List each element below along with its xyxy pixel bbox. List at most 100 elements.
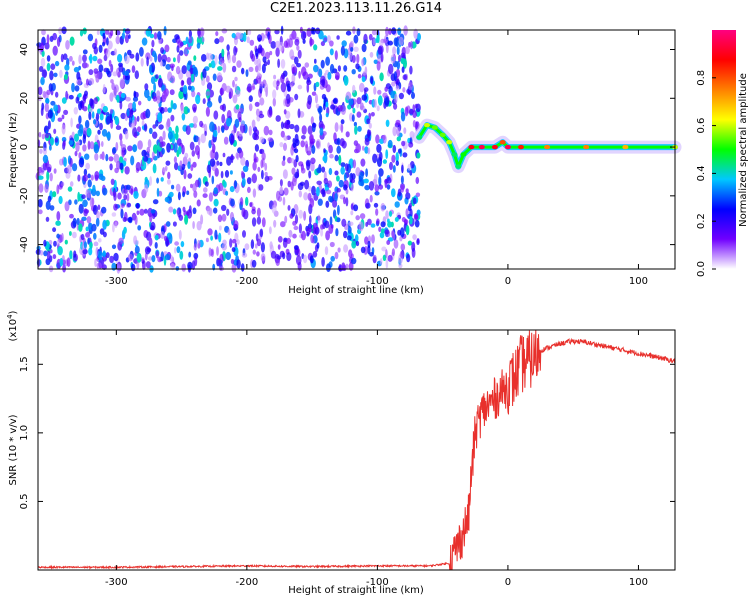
noise-speckle <box>280 221 286 228</box>
noise-speckle <box>181 263 186 272</box>
noise-speckle <box>361 58 365 67</box>
noise-speckle <box>306 227 311 236</box>
noise-speckle <box>295 154 299 163</box>
noise-speckle <box>396 136 401 142</box>
noise-speckle <box>105 115 111 125</box>
noise-speckle <box>157 112 163 123</box>
noise-speckle <box>268 34 272 45</box>
noise-speckle <box>259 97 265 106</box>
noise-speckle <box>213 110 219 120</box>
noise-speckle <box>405 192 411 200</box>
noise-speckle <box>327 71 332 80</box>
noise-speckle <box>352 84 356 94</box>
noise-speckle <box>312 222 318 230</box>
noise-speckle <box>355 240 360 247</box>
noise-speckle <box>315 93 318 104</box>
noise-speckle <box>379 231 385 239</box>
noise-speckle <box>112 147 117 154</box>
noise-speckle <box>75 96 80 104</box>
noise-speckle <box>251 217 257 227</box>
noise-speckle <box>62 53 68 60</box>
noise-speckle <box>61 181 65 187</box>
noise-speckle <box>123 188 128 194</box>
noise-speckle <box>105 153 109 162</box>
spectrogram-x-label: Height of straight line (km) <box>288 285 424 296</box>
noise-speckle <box>121 149 125 158</box>
noise-speckle <box>170 75 176 84</box>
spectrogram-y-label: Frequency (Hz) <box>8 112 19 188</box>
noise-speckle <box>78 203 84 214</box>
noise-speckle <box>180 241 185 248</box>
noise-speckle <box>208 247 212 258</box>
noise-speckle <box>120 208 124 219</box>
noise-speckle <box>138 100 142 106</box>
noise-speckle <box>364 236 369 245</box>
noise-speckle <box>46 62 51 72</box>
noise-speckle <box>264 171 268 177</box>
colorbar-ticks: 0.0 0.2 0.4 0.6 0.8 <box>696 70 716 277</box>
noise-speckle <box>87 140 91 150</box>
spectrogram-x-axis: -300 -200 -100 0 100 <box>105 30 648 287</box>
noise-speckle <box>192 115 198 124</box>
noise-speckle <box>265 51 270 60</box>
x-tick-label: 0 <box>505 276 511 287</box>
noise-speckle <box>263 82 269 93</box>
noise-speckle <box>312 251 318 258</box>
noise-speckle <box>226 208 230 216</box>
noise-speckle <box>405 225 410 236</box>
noise-speckle <box>82 134 87 144</box>
noise-speckle <box>200 133 206 144</box>
noise-speckle <box>237 32 243 40</box>
noise-speckle <box>283 109 287 115</box>
noise-speckle <box>336 137 341 146</box>
noise-speckle <box>282 169 288 180</box>
noise-speckle <box>109 163 113 171</box>
noise-speckle <box>153 82 157 93</box>
noise-speckle <box>169 89 175 96</box>
noise-speckle <box>283 98 287 107</box>
noise-speckle <box>279 187 284 195</box>
noise-speckle <box>241 177 246 187</box>
noise-speckle <box>259 228 264 238</box>
noise-speckle <box>38 175 44 180</box>
noise-speckle <box>58 27 63 35</box>
noise-speckle <box>173 142 178 153</box>
noise-speckle <box>49 70 54 81</box>
noise-speckle <box>238 149 244 159</box>
noise-speckle <box>224 170 230 178</box>
noise-speckle <box>309 255 314 264</box>
noise-speckle <box>345 263 349 269</box>
noise-speckle <box>293 245 299 250</box>
noise-speckle <box>101 151 105 161</box>
noise-speckle <box>166 142 171 153</box>
noise-speckle <box>214 54 218 65</box>
noise-speckle <box>202 193 208 199</box>
noise-speckle <box>391 188 396 198</box>
noise-speckle <box>385 258 389 269</box>
noise-speckle <box>251 259 257 268</box>
noise-speckle <box>254 101 260 107</box>
noise-speckle <box>306 82 310 93</box>
noise-speckle <box>205 75 210 83</box>
noise-speckle <box>297 108 301 119</box>
noise-speckle <box>400 175 404 184</box>
noise-speckle <box>56 211 61 221</box>
noise-speckle <box>348 98 354 106</box>
noise-speckle <box>88 69 94 76</box>
noise-speckle <box>267 108 273 118</box>
noise-speckle <box>69 36 75 46</box>
noise-speckle <box>306 77 311 83</box>
noise-speckle <box>202 68 207 79</box>
noise-speckle <box>231 247 236 253</box>
noise-speckle <box>289 123 295 130</box>
noise-speckle <box>267 59 270 66</box>
noise-speckle <box>112 71 118 77</box>
snr-frame <box>37 329 676 571</box>
noise-speckle <box>231 65 237 73</box>
noise-speckle <box>82 49 88 55</box>
noise-speckle <box>397 188 402 197</box>
noise-speckle <box>219 57 224 67</box>
noise-speckle <box>119 162 124 170</box>
noise-speckle <box>155 119 159 127</box>
noise-speckle <box>102 187 108 196</box>
